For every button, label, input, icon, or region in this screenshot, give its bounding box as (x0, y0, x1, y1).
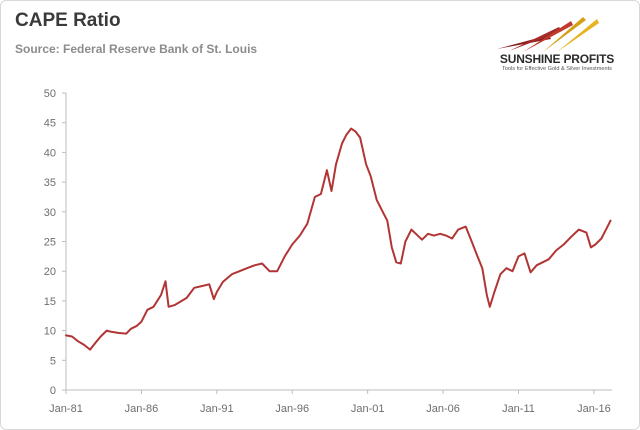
y-tick-label: 15 (44, 296, 56, 308)
y-tick-label: 40 (44, 147, 56, 159)
y-tick-label: 25 (44, 237, 56, 249)
sunshine-profits-logo: SUNSHINE PROFITS Tools for Effective Gol… (487, 15, 627, 75)
y-tick-label: 5 (50, 355, 56, 367)
x-tick-label: Jan-91 (200, 403, 234, 415)
chart-title: CAPE Ratio (15, 10, 121, 31)
x-tick-label: Jan-81 (49, 403, 83, 415)
cape-series-line (65, 127, 612, 351)
x-tick-label: Jan-86 (125, 403, 159, 415)
y-tick-label: 45 (44, 118, 56, 130)
x-tick-label: Jan-01 (351, 403, 385, 415)
y-tick-label: 10 (44, 326, 56, 338)
x-tick-label: Jan-06 (426, 403, 460, 415)
y-tick-label: 50 (44, 88, 56, 100)
y-axis: 0 5 10 15 20 25 30 35 40 45 50 (44, 88, 67, 397)
sunrise-icon (497, 17, 599, 52)
x-tick-label: Jan-11 (502, 403, 535, 415)
y-tick-label: 0 (50, 385, 56, 397)
brand-tagline: Tools for Effective Gold & Silver Invest… (502, 66, 612, 72)
y-tick-label: 20 (44, 266, 56, 278)
series-layer (65, 127, 612, 351)
x-axis: Jan-81 Jan-86 Jan-91 Jan-96 Jan-01 Jan-06 Jan-… (49, 389, 612, 415)
y-tick-label: 35 (44, 177, 56, 189)
brand-name: SUNSHINE PROFITS (499, 52, 615, 66)
y-tick-label: 30 (44, 207, 56, 219)
x-tick-label: Jan-16 (577, 403, 611, 415)
x-tick-label: Jan-96 (275, 403, 309, 415)
chart-subtitle: Source: Federal Reserve Bank of St. Loui… (15, 42, 258, 56)
